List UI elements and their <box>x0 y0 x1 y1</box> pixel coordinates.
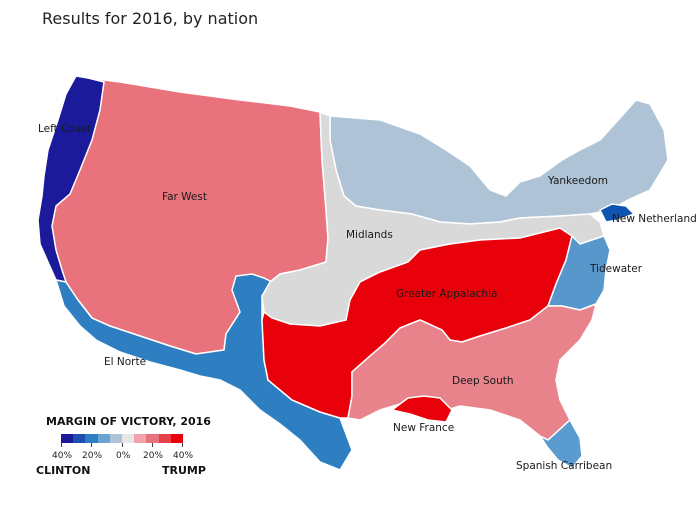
legend-color-swatch <box>109 434 122 443</box>
legend-tick-label: 40% <box>173 451 194 461</box>
label-spanish-caribbean: Spanish Carribean <box>516 460 612 472</box>
legend-color-scale <box>61 434 183 443</box>
legend-color-swatch <box>61 434 74 443</box>
label-greater-appalachia: Greater Appalachia <box>396 288 497 300</box>
legend-trump-label: TRUMP <box>162 464 206 477</box>
label-new-france: New France <box>393 422 454 434</box>
map-title: Results for 2016, by nation <box>42 9 259 28</box>
legend-color-swatch <box>170 434 183 443</box>
legend-color-swatch <box>73 434 86 443</box>
legend-tickmark <box>91 443 92 447</box>
region-spanish-caribbean[interactable] <box>537 418 583 469</box>
legend-tick-label: 20% <box>143 451 164 461</box>
legend-color-swatch <box>97 434 110 443</box>
legend-tickmark <box>182 443 183 447</box>
legend-tick-label: 40% <box>52 451 73 461</box>
label-new-netherland: New Netherland <box>612 213 696 225</box>
legend-tickmark <box>122 443 123 447</box>
label-yankeedom: Yankeedom <box>547 175 608 187</box>
region-new-france[interactable] <box>390 395 453 423</box>
legend-color-swatch <box>146 434 159 443</box>
legend-clinton-label: CLINTON <box>36 464 91 477</box>
legend-color-swatch <box>134 434 147 443</box>
label-tidewater: Tidewater <box>589 263 643 275</box>
legend-tickmark <box>61 443 62 447</box>
label-midlands: Midlands <box>346 229 393 241</box>
legend-color-swatch <box>85 434 98 443</box>
legend-color-swatch <box>158 434 171 443</box>
legend-title: MARGIN OF VICTORY, 2016 <box>46 415 211 428</box>
legend-tick-label: 20% <box>82 451 103 461</box>
legend-tickmark <box>152 443 153 447</box>
legend-tick-label: 0% <box>116 451 131 461</box>
label-left-coast: Left Coast <box>38 123 91 135</box>
label-deep-south: Deep South <box>452 375 514 387</box>
region-new-netherland[interactable] <box>598 203 636 223</box>
legend-color-swatch <box>121 434 135 443</box>
region-deep-south[interactable] <box>347 302 598 441</box>
label-el-norte: El Norte <box>104 356 146 368</box>
label-far-west: Far West <box>162 191 207 203</box>
region-left-coast[interactable] <box>37 75 105 283</box>
